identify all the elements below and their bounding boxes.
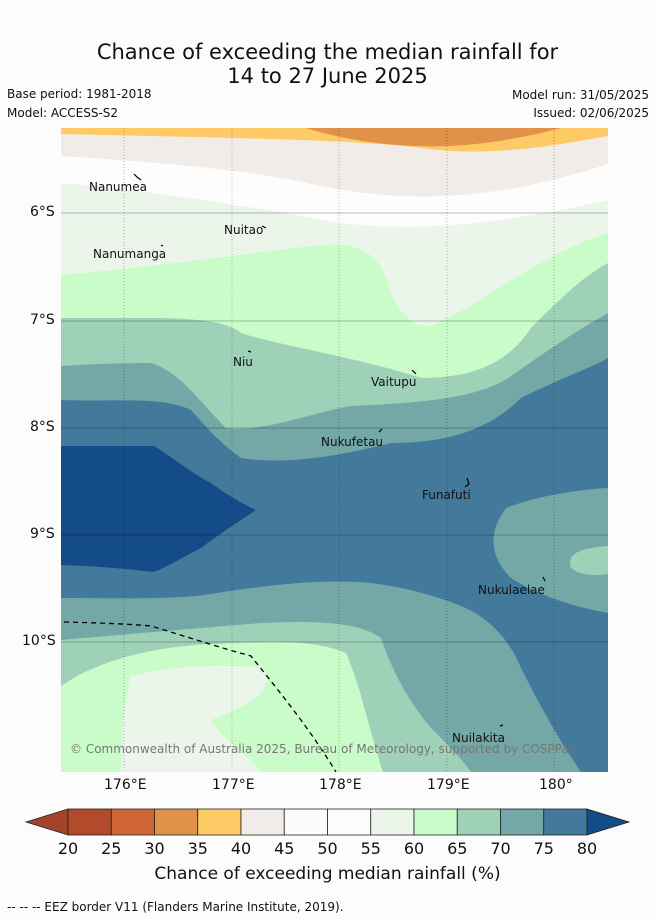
map-title: Chance of exceeding the median rainfall … — [0, 40, 655, 88]
colorbar-tick-80: 80 — [576, 839, 598, 858]
colorbar-title: Chance of exceeding median rainfall (%) — [154, 864, 501, 884]
base-period: Base period: 1981-2018 — [7, 87, 152, 101]
island-nanumanga — [160, 244, 164, 247]
place-label-nuilakita: Nuilakita — [452, 731, 505, 745]
lat-tick-9s: 9°S — [30, 526, 55, 542]
place-label-vaitupu: Vaitupu — [371, 375, 417, 389]
island-nuilakita — [499, 724, 504, 727]
colorbar-tick-40: 40 — [230, 839, 252, 858]
eez-legend-note: -- -- -- EEZ border V11 (Flanders Marine… — [7, 900, 344, 914]
lon-tick-176e: 176°E — [104, 777, 147, 793]
colorbar-cell-40-45 — [240, 808, 285, 836]
colorbar-cell-20-25 — [67, 808, 112, 836]
band-55-60-south — [121, 665, 267, 772]
lon-tick-178e: 178°E — [319, 777, 362, 793]
lat-tick-7s: 7°S — [30, 312, 55, 328]
colorbar-tick-30: 30 — [144, 839, 165, 858]
island-nukufetau — [378, 428, 383, 433]
lat-tick-10s: 10°S — [22, 633, 56, 649]
lon-tick-179e: 179°E — [427, 777, 470, 793]
model-run: Model run: 31/05/2025 — [511, 88, 649, 102]
lon-tick-177e: 177°E — [212, 777, 255, 793]
islands — [133, 173, 546, 727]
colorbar-cell-75-80 — [543, 808, 588, 836]
colorbar-cell-70-75 — [500, 808, 545, 836]
place-label-nanumea: Nanumea — [89, 180, 147, 194]
colorbar — [24, 808, 631, 836]
lat-tick-6s: 6°S — [30, 204, 55, 220]
place-label-nuitao: Nuitao — [224, 223, 263, 237]
place-label-nukulaelae: Nukulaelae — [478, 583, 545, 597]
lon-tick-180: 180° — [539, 777, 573, 793]
colorbar-tick-65: 65 — [447, 839, 468, 858]
band-70-75-east — [493, 488, 608, 613]
island-funafuti — [464, 477, 470, 488]
colorbar-tick-60: 60 — [403, 839, 425, 858]
colorbar-cell-45-50 — [283, 808, 328, 836]
colorbar-cell-65-70 — [456, 808, 501, 836]
rainfall-map: Nanumea Nuitao Nanumanga Niu Vaitupu Nuk… — [61, 128, 608, 772]
model-name: Model: ACCESS-S2 — [7, 106, 119, 120]
band-80-plus — [61, 446, 256, 572]
island-nukulaelae — [542, 576, 546, 582]
copyright-notice: © Commonwealth of Australia 2025, Bureau… — [70, 742, 575, 756]
issued-date: Issued: 02/06/2025 — [533, 106, 649, 120]
colorbar-tick-25: 25 — [101, 839, 122, 858]
lat-tick-8s: 8°S — [30, 419, 55, 435]
band-65-70-east — [570, 546, 608, 576]
colorbar-tick-45: 45 — [274, 839, 295, 858]
colorbar-cell-55-60 — [370, 808, 415, 836]
eez-border-line — [63, 621, 337, 772]
colorbar-tick-50: 50 — [317, 839, 338, 858]
island-nanumea — [133, 173, 142, 181]
title-line-1: Chance of exceeding the median rainfall … — [96, 40, 559, 64]
colorbar-over-arrow — [586, 808, 631, 836]
colorbar-tick-20: 20 — [57, 839, 79, 858]
colorbar-under-arrow — [24, 808, 69, 836]
colorbar-tick-35: 35 — [187, 839, 208, 858]
island-niu — [247, 350, 252, 353]
band-30-35 — [306, 128, 561, 147]
colorbar-cell-50-55 — [327, 808, 372, 836]
colorbar-tick-75: 75 — [533, 839, 554, 858]
place-label-funafuti: Funafuti — [422, 488, 471, 502]
colorbar-cell-35-40 — [197, 808, 242, 836]
place-label-nanumanga: Nanumanga — [93, 247, 166, 261]
place-label-niu: Niu — [233, 355, 253, 369]
colorbar-tick-55: 55 — [360, 839, 381, 858]
island-nuitao — [261, 225, 267, 229]
colorbar-cell-60-65 — [413, 808, 458, 836]
graticule — [61, 128, 608, 772]
colorbar-tick-70: 70 — [490, 839, 511, 858]
island-vaitupu — [411, 369, 417, 375]
title-line-2: 14 to 27 June 2025 — [227, 64, 428, 88]
colorbar-cell-30-35 — [154, 808, 199, 836]
colorbar-cell-25-30 — [110, 808, 155, 836]
colorbar-cells — [67, 808, 588, 836]
place-label-nukufetau: Nukufetau — [321, 435, 383, 449]
